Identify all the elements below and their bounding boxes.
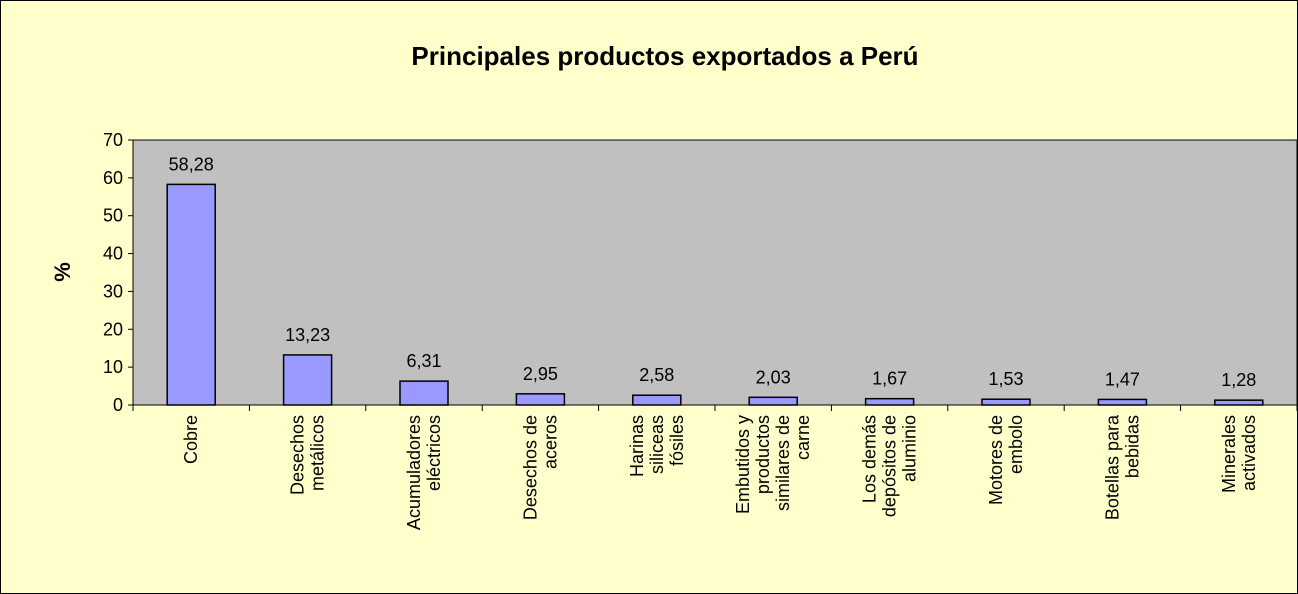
y-tick-label: 10	[103, 357, 123, 377]
y-tick-label: 50	[103, 206, 123, 226]
x-tick-label: Acumuladoreseléctricos	[404, 415, 444, 530]
bar	[1097, 398, 1148, 406]
bar	[515, 393, 566, 406]
x-tick-label: Botellas parabebidas	[1102, 414, 1142, 520]
x-tick-label: Harinassiliceasfósiles	[627, 415, 687, 477]
value-label: 1,53	[988, 369, 1023, 389]
x-tick-label: Los demásdepósitos dealuminio	[860, 415, 920, 517]
x-tick-label: Motores deembolo	[986, 415, 1026, 505]
x-tick-label: Cobre	[181, 415, 201, 464]
value-label: 1,28	[1221, 370, 1256, 390]
y-tick-label: 40	[103, 244, 123, 264]
bar	[864, 397, 915, 406]
y-axis-label: %	[50, 262, 75, 282]
y-tick-label: 70	[103, 130, 123, 150]
bar	[166, 183, 216, 406]
x-tick-label: Desechosmetálicos	[288, 415, 328, 495]
y-tick-label: 0	[113, 395, 123, 415]
y-tick-label: 30	[103, 281, 123, 301]
value-label: 1,67	[872, 369, 907, 389]
value-label: 2,58	[639, 365, 674, 385]
bar	[1214, 399, 1264, 406]
chart-title: Principales productos exportados a Perú	[411, 41, 918, 71]
x-tick-label: Mineralesactivados	[1219, 415, 1259, 493]
bar	[282, 354, 333, 406]
value-label: 2,95	[523, 364, 558, 384]
value-label: 13,23	[285, 325, 330, 345]
value-label: 1,47	[1105, 369, 1140, 389]
value-label: 2,03	[756, 367, 791, 387]
bar	[981, 398, 1031, 406]
value-label: 6,31	[406, 351, 441, 371]
y-tick-label: 60	[103, 168, 123, 188]
x-tick-label: Desechos deaceros	[520, 415, 560, 520]
x-tick-label: Embutidos yproductossimilares decarne	[733, 415, 813, 514]
bar	[399, 380, 449, 406]
bar	[632, 394, 682, 406]
bar	[748, 396, 798, 406]
y-tick-label: 20	[103, 319, 123, 339]
value-label: 58,28	[169, 154, 214, 174]
